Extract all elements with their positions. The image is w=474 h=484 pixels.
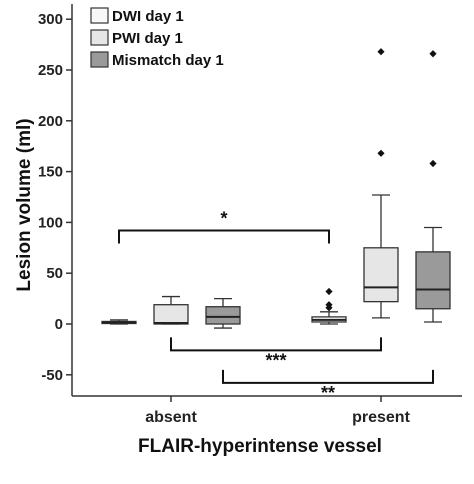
box-iqr [153,304,189,325]
significance-bracket-3: ** [222,369,434,403]
legend-label: Mismatch day 1 [112,52,224,69]
legend-swatch [90,29,109,46]
legend-label: DWI day 1 [112,8,184,25]
outlier-point [377,48,385,56]
box-mismatch-day-1-absent [205,297,241,329]
bracket-line [222,369,434,384]
legend-item-3: Mismatch day 1 [90,51,224,69]
axes: -50 0 50 100 150 200 250 300 absent present [38,4,462,426]
legend-label: PWI day 1 [112,30,183,47]
box-dwi-day-1-absent [101,319,137,325]
x-axis-title: FLAIR-hyperintense vessel [138,436,382,457]
box-mismatch-day-1-present [415,50,451,323]
x-tick-label-present: present [352,409,410,426]
box-iqr [205,306,241,325]
significance-annotations: ****** [118,209,434,403]
y-tick-label: 200 [38,113,63,130]
y-tick-label: -50 [41,367,63,384]
legend: DWI day 1 PWI day 1 Mismatch day 1 [90,7,224,69]
y-tick-label: 50 [46,265,63,282]
legend-swatch [90,51,109,68]
significance-label: *** [265,350,286,370]
significance-bracket-1: * [118,209,330,244]
outlier-point [429,50,437,58]
y-tick-label: 250 [38,62,63,79]
bracket-line [170,337,382,352]
significance-label: * [220,209,227,229]
y-tick-label: 300 [38,11,63,28]
box-pwi-day-1-absent [153,295,189,325]
significance-label: ** [321,383,335,403]
box-dwi-day-1-present [311,287,347,325]
significance-bracket-2: *** [170,337,382,370]
x-tick-label-absent: absent [145,409,197,426]
outlier-point [429,159,437,168]
legend-item-2: PWI day 1 [90,29,183,47]
box-iqr [415,251,451,310]
caption-fragment [0,475,474,484]
legend-item-1: DWI day 1 [90,7,184,25]
box-pwi-day-1-present [363,48,399,319]
y-tick-label: 150 [38,164,63,181]
boxes [101,48,451,329]
outlier-point [325,287,333,296]
y-axis-title: Lesion volume (ml) [14,118,35,291]
y-tick-label: 100 [38,214,63,231]
bracket-line [118,229,330,244]
y-tick-label: 0 [55,316,63,333]
legend-swatch [90,7,109,24]
outlier-point [325,301,333,309]
outlier-point [377,149,385,157]
box-iqr [363,247,399,303]
